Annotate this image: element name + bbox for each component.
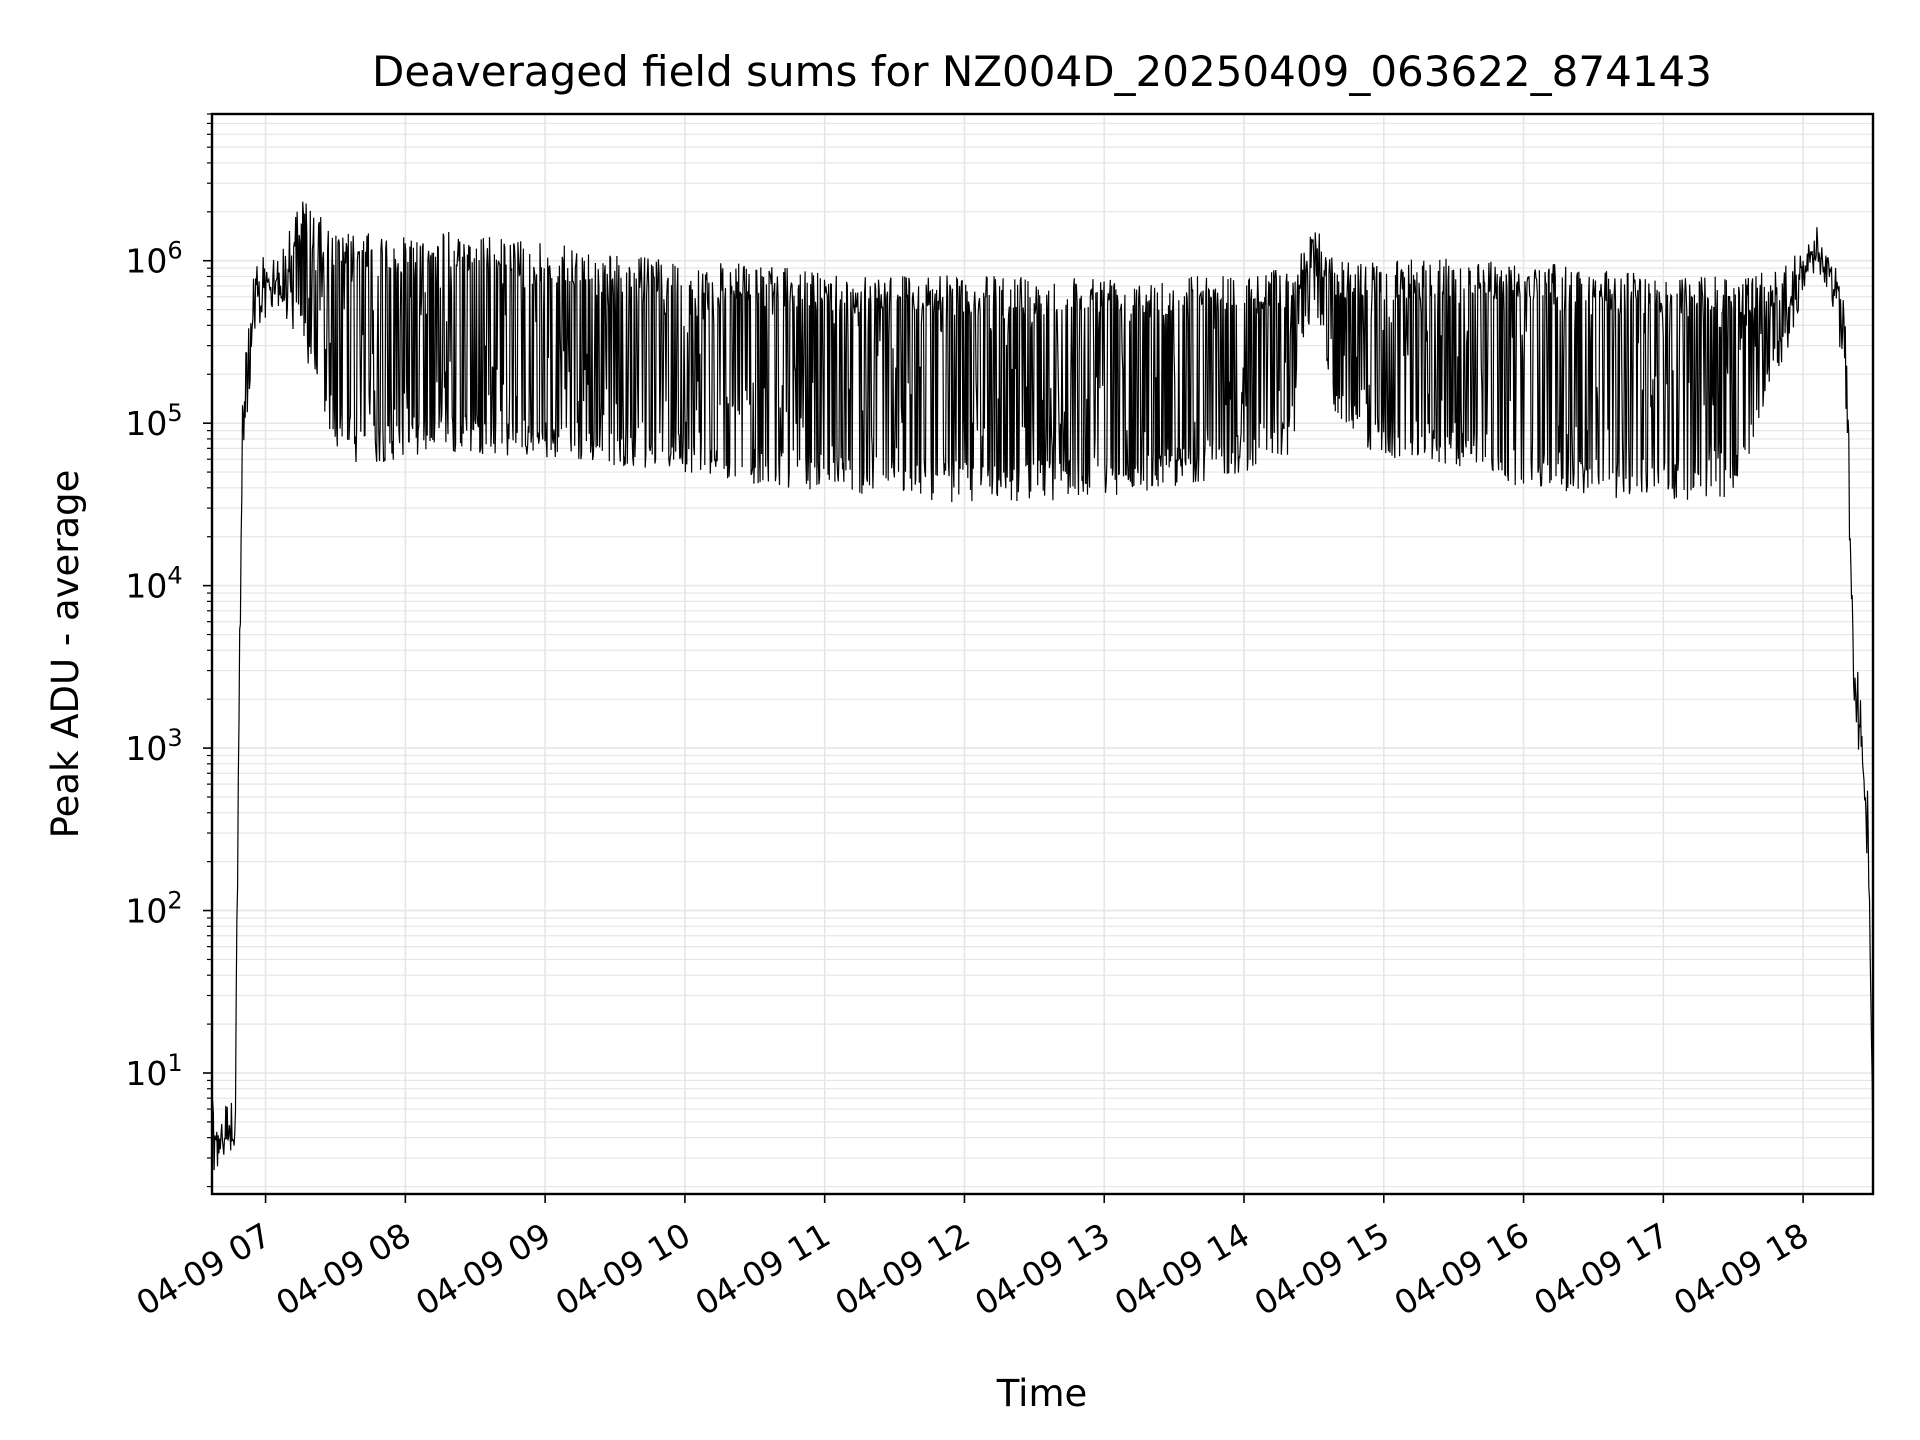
y-axis-label: Peak ADU - average [44,470,87,839]
plot-frame [210,112,1875,1196]
x-tick-label: 04-09 08 [269,1215,417,1323]
x-tick-label: 04-09 11 [689,1215,837,1323]
grid-minor-lines [212,113,1873,1188]
y-axis: 101 102 103 104 105 106 [125,113,212,1188]
x-tick-label: 04-09 10 [549,1215,697,1323]
x-tick-label: 04-09 14 [1108,1215,1256,1323]
series-line-0 [211,201,1874,1171]
y-tick-label: 106 [125,237,182,281]
y-tick-label: 101 [125,1049,182,1093]
x-tick-label: 04-09 16 [1388,1215,1536,1323]
x-axis-label: Time [996,1372,1088,1415]
x-tick-label: 04-09 13 [968,1215,1116,1323]
series-layer [211,201,1874,1171]
chart-title: Deaveraged field sums for NZ004D_2025040… [372,47,1712,96]
x-tick-label: 04-09 12 [828,1215,976,1323]
y-tick-label: 105 [125,399,182,443]
x-tick-label: 04-09 18 [1667,1215,1815,1323]
y-tick-label: 103 [125,724,182,768]
x-tick-label: 04-09 15 [1248,1215,1396,1323]
x-tick-label: 04-09 09 [409,1215,557,1323]
x-tick-label: 04-09 17 [1527,1215,1675,1323]
y-tick-label: 104 [125,562,182,606]
x-tick-label: 04-09 07 [130,1215,278,1323]
y-tick-label: 102 [125,887,182,931]
